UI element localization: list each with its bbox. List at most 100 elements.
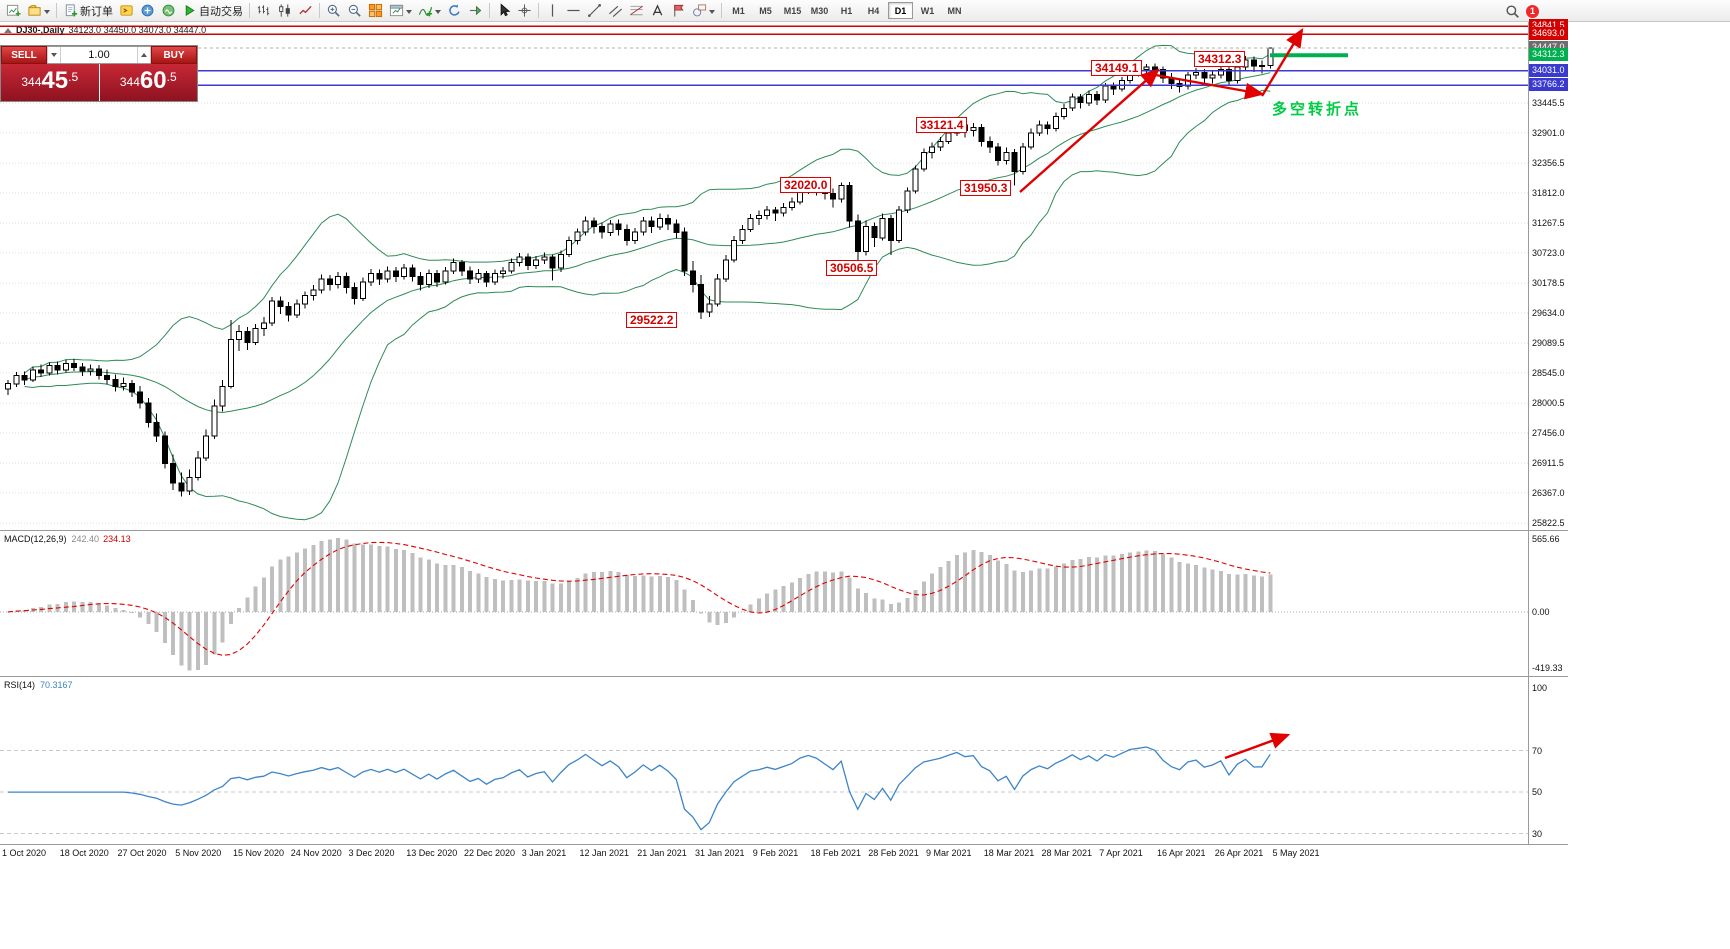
dropdown-arrow-icon[interactable]	[435, 9, 441, 17]
price-callout[interactable]: 34312.3	[1194, 51, 1246, 67]
timeframe-M30[interactable]: M30	[810, 5, 829, 16]
shapes-tool-button[interactable]	[689, 1, 718, 20]
price-callout[interactable]: 31950.3	[960, 180, 1012, 196]
notification-badge[interactable]: 1	[1526, 5, 1539, 18]
price-callout[interactable]: 29522.2	[626, 312, 678, 328]
timeframe-W1[interactable]: W1	[920, 5, 935, 16]
date-axis-label: 31 Jan 2021	[695, 848, 745, 858]
timeframe-M5[interactable]: M5	[759, 5, 772, 16]
price-chart-canvas[interactable]	[0, 22, 1528, 530]
signals-button[interactable]	[158, 1, 179, 20]
oneclick-expand-icon[interactable]	[4, 27, 12, 33]
market-button[interactable]	[137, 1, 158, 20]
date-axis-label: 9 Mar 2021	[926, 848, 972, 858]
lot-size-value[interactable]: 1.00	[88, 49, 110, 61]
buy-button[interactable]: BUY	[151, 46, 197, 64]
new-chart-button[interactable]	[3, 1, 24, 20]
price-axis-label: 30723.0	[1532, 248, 1565, 258]
timeframe-D1[interactable]: D1	[888, 2, 913, 19]
timeframe-H4[interactable]: H4	[867, 5, 880, 16]
pivot-annotation-text[interactable]: 多空转折点	[1272, 101, 1363, 118]
channel-tool-button[interactable]	[605, 1, 626, 20]
chart-shift-button[interactable]	[465, 1, 486, 20]
toolbar-separator	[249, 3, 250, 18]
panel-separator[interactable]	[0, 676, 1568, 677]
trendline-tool-button[interactable]	[584, 1, 605, 20]
one-click-trading-panel: SELL 1.00 BUY 344 45.5 344 60.5	[0, 45, 198, 102]
price-gridlines	[0, 102, 1528, 524]
lot-increase-button[interactable]	[137, 47, 151, 63]
fibonacci-tool-button[interactable]	[626, 1, 647, 20]
sell-button[interactable]: SELL	[1, 46, 47, 64]
date-axis-label: 3 Dec 2020	[348, 848, 395, 858]
label-tool-button[interactable]	[668, 1, 689, 20]
rsi-panel-canvas[interactable]	[0, 678, 1528, 844]
price-axis-label: 26367.0	[1532, 488, 1565, 498]
line-chart-mode-button[interactable]	[295, 1, 316, 20]
price-marker-tag: 33766.2	[1529, 78, 1568, 92]
fibo-icon	[629, 3, 644, 18]
tile-windows-button[interactable]	[365, 1, 386, 20]
price-callout[interactable]: 33121.4	[916, 117, 968, 133]
dropdown-arrow-icon[interactable]	[406, 9, 412, 17]
horizontal-line-objects[interactable]	[0, 25, 1528, 86]
sell-price[interactable]: 344 45.5	[1, 64, 99, 101]
price-callout[interactable]: 32020.0	[780, 177, 832, 193]
date-axis-label: 18 Mar 2021	[983, 848, 1035, 858]
text-tool-button[interactable]	[647, 1, 668, 20]
profiles-button[interactable]	[24, 1, 53, 20]
zoom-out-button[interactable]	[344, 1, 365, 20]
panel-separator[interactable]	[0, 530, 1568, 531]
doc-plus-icon	[63, 3, 78, 18]
bar-chart-mode-button[interactable]	[253, 1, 274, 20]
dropdown-arrow-icon[interactable]	[44, 9, 50, 17]
rsi-name: RSI(14)	[4, 680, 36, 690]
text-a-icon	[650, 3, 665, 18]
lot-size-stepper[interactable]: 1.00	[47, 46, 151, 64]
date-axis-label: 21 Jan 2021	[637, 848, 687, 858]
horizontal-line-tool-button[interactable]	[563, 1, 584, 20]
vertical-line-tool-button[interactable]	[542, 1, 563, 20]
toolbar-separator	[538, 3, 539, 18]
timeframe-MN[interactable]: MN	[947, 5, 962, 16]
arrow-down-icon	[51, 53, 57, 60]
new-order-button[interactable]: 新订单	[60, 1, 116, 20]
date-axis-label: 28 Feb 2021	[868, 848, 919, 858]
zoom-in-button[interactable]	[323, 1, 344, 20]
price-axis-label: 33445.5	[1532, 98, 1565, 108]
price-callout[interactable]: 34149.1	[1091, 60, 1143, 76]
crosshair-tool-button[interactable]	[514, 1, 535, 20]
autotrade-button[interactable]: 自动交易	[179, 1, 246, 20]
toolbar-right-group: 1	[1502, 2, 1539, 21]
timeframe-H1[interactable]: H1	[840, 5, 853, 16]
cursor-icon	[496, 3, 511, 18]
trend-arrows[interactable]	[1019, 27, 1304, 193]
timeframe-M15[interactable]: M15	[783, 5, 802, 16]
chart-window[interactable]: DJ30-,Daily 34123.0 34450.0 34073.0 3444…	[0, 19, 1730, 949]
cursor-tool-button[interactable]	[493, 1, 514, 20]
bollinger-bands	[24, 44, 1271, 521]
bollinger-upper	[24, 44, 1271, 374]
indicators-button[interactable]	[415, 1, 444, 20]
price-callout[interactable]: 30506.5	[826, 260, 878, 276]
macd-panel-canvas[interactable]	[0, 532, 1528, 675]
macd-indicator-label: MACD(12,26,9) 242.40 234.13	[4, 534, 131, 544]
buy-price[interactable]: 344 60.5	[99, 64, 197, 101]
macd-signal-line	[7, 541, 1271, 656]
date-axis-label: 18 Feb 2021	[810, 848, 862, 858]
lot-decrease-button[interactable]	[47, 47, 61, 63]
metaeditor-button[interactable]	[116, 1, 137, 20]
date-axis-label: 28 Mar 2021	[1041, 848, 1093, 858]
auto-scroll-button[interactable]	[444, 1, 465, 20]
candle-chart-mode-button[interactable]	[274, 1, 295, 20]
dropdown-arrow-icon[interactable]	[709, 9, 715, 17]
rsi-trend-arrow[interactable]	[1224, 732, 1291, 760]
search-button[interactable]	[1502, 2, 1523, 21]
toolbar: 新订单 自动交易 M1 M5 M15 M30 H1 H4 D1 W1 MN 1	[0, 0, 1730, 22]
timeframe-M1[interactable]: M1	[732, 5, 745, 16]
new-window-button[interactable]	[386, 1, 415, 20]
chart-window-icon	[389, 3, 404, 18]
chart-ohlc-values: 34123.0 34450.0 34073.0 34447.0	[68, 25, 207, 35]
date-axis-label: 12 Jan 2021	[579, 848, 630, 858]
